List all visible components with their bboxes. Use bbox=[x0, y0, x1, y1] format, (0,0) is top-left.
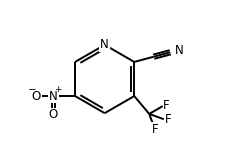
Text: F: F bbox=[163, 99, 169, 112]
Text: −: − bbox=[27, 85, 36, 95]
Text: N: N bbox=[174, 44, 183, 57]
Text: O: O bbox=[32, 90, 41, 103]
Text: F: F bbox=[151, 123, 157, 136]
Text: O: O bbox=[49, 108, 58, 121]
Text: N: N bbox=[100, 38, 109, 51]
Text: +: + bbox=[54, 85, 61, 94]
Text: F: F bbox=[164, 113, 170, 126]
Text: N: N bbox=[49, 90, 57, 103]
